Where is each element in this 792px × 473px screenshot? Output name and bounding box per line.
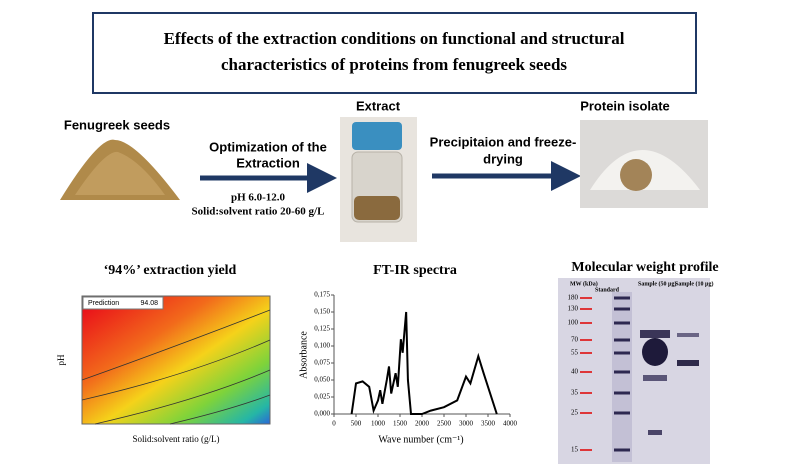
y-tick-label: 0,100	[314, 342, 330, 350]
gel-marker-label: 70	[571, 336, 579, 344]
seeds-image	[60, 139, 180, 200]
step-label: Extraction	[236, 155, 300, 170]
gel-lane: Sample (50 µg)	[638, 280, 676, 287]
prediction-value: 94.08	[140, 300, 158, 307]
gel-marker-label: 40	[571, 368, 579, 376]
gel-image	[558, 278, 710, 464]
y-axis-label: Absorbance	[298, 331, 309, 379]
condition: Solid:solvent ratio 20-60 g/L	[192, 206, 325, 218]
ladder-band	[614, 321, 630, 325]
panel-title: FT-IR spectra	[373, 263, 457, 278]
step-label: Optimization of the	[209, 139, 327, 154]
gel-mw-label: MW (kDa)	[570, 280, 598, 287]
isolate-image	[580, 120, 708, 208]
title-box	[92, 12, 697, 94]
step-label: Protein isolate	[580, 98, 670, 113]
gel-markers: 180 130 100 70 55 40 35 25 15	[568, 294, 630, 454]
x-tick-label: 4000	[503, 420, 518, 428]
ladder-band	[614, 351, 630, 355]
x-tick-label: 1000	[371, 420, 386, 428]
prediction-label: Prediction	[88, 300, 119, 307]
y-tick-label: 0,050	[314, 376, 330, 384]
y-tick-label: 0,125	[314, 325, 330, 333]
spectrum-line	[350, 311, 498, 415]
contour-plot	[81, 295, 271, 425]
step-label: Fenugreek seeds	[64, 117, 170, 132]
x-tick-label: 0	[332, 420, 336, 428]
gel-marker-label: 55	[571, 349, 579, 357]
ladder-band	[614, 448, 630, 452]
y-tick-label: 0,000	[314, 410, 330, 418]
x-tick-label: 1500	[393, 420, 408, 428]
x-tick-label: 500	[351, 420, 362, 428]
x-tick-label: 2000	[415, 420, 430, 428]
ladder-band	[614, 307, 630, 311]
x-axis-label: Wave number (cm⁻¹)	[378, 434, 463, 445]
title-line: characteristics of proteins from fenugre…	[221, 55, 567, 74]
gel-marker-label: 130	[568, 305, 579, 313]
y-axis-label: pH	[56, 354, 66, 366]
y-tick-label: 0,025	[314, 393, 330, 401]
y-tick-label: 0,175	[314, 291, 330, 299]
x-axis-label: Solid:solvent ratio (g/L)	[133, 434, 220, 444]
title-line: Effects of the extraction conditions on …	[164, 29, 625, 48]
panel-title: ‘94%’ extraction yield	[104, 263, 237, 278]
panel-title: Molecular weight profile	[571, 260, 718, 275]
gel-marker-label: 15	[571, 446, 579, 454]
ladder-band	[614, 296, 630, 300]
extract-image	[340, 117, 417, 242]
gel-lane: Sample (10 µg)	[675, 280, 713, 287]
condition: pH 6.0-12.0	[231, 192, 286, 204]
step-label: drying	[483, 151, 523, 166]
y-tick-label: 0,150	[314, 308, 330, 316]
step-label: Extract	[356, 98, 401, 113]
x-tick-label: 2500	[437, 420, 452, 428]
ladder-band	[614, 411, 630, 415]
ftir-chart: 0,000 0,025 0,050 0,075 0,100 0,125 0,150 0,175…	[314, 291, 517, 428]
gel-marker-label: 100	[568, 319, 579, 327]
ladder-band	[614, 391, 630, 395]
gel-marker-label: 35	[571, 389, 579, 397]
ladder-band	[614, 370, 630, 374]
gel-marker-label: 180	[568, 294, 579, 302]
ladder-band	[614, 338, 630, 342]
step-label: Precipitaion and freeze-	[430, 134, 577, 149]
gel-marker-label: 25	[571, 409, 579, 417]
x-tick-label: 3000	[459, 420, 474, 428]
x-tick-label: 3500	[481, 420, 496, 428]
gel-lane: Standard	[595, 287, 620, 293]
y-tick-label: 0,075	[314, 359, 330, 367]
